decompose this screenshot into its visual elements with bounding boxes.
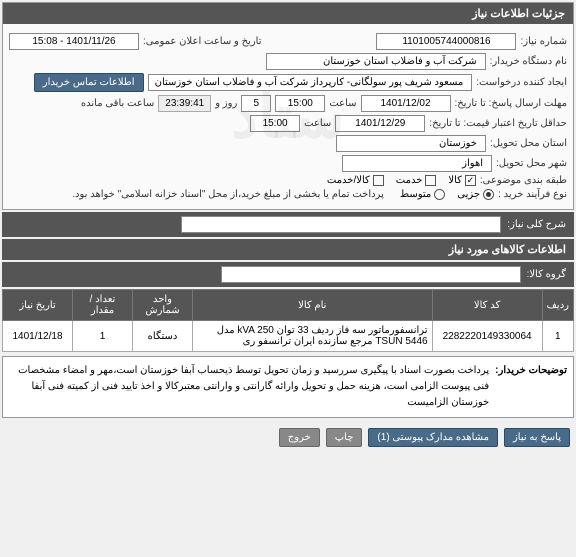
time-label-1: ساعت — [329, 98, 356, 109]
panel-body: ستاد شماره نیاز: 1101005744000816 تاریخ … — [3, 24, 573, 209]
province-field: خوزستان — [336, 135, 486, 152]
city-field: اهواز — [342, 155, 492, 172]
reply-button[interactable]: پاسخ به نیاز — [504, 428, 570, 447]
buy-type-group: جزیی متوسط — [400, 189, 494, 200]
group-label: گروه کالا: — [527, 269, 566, 280]
buyer-field: شرکت آب و فاضلاب استان خوزستان — [266, 53, 486, 70]
bt-partial[interactable]: جزیی — [457, 189, 494, 200]
days-label: روز و — [215, 98, 237, 109]
notes-text: پرداخت بصورت اسناد با پیگیری سررسید و زم… — [9, 363, 489, 411]
city-label: شهر محل تحویل: — [496, 158, 567, 169]
creator-label: ایجاد کننده درخواست: — [476, 77, 567, 88]
deadline-label: مهلت ارسال پاسخ: تا تاریخ: — [455, 98, 567, 109]
price-valid-time: 15:00 — [250, 115, 300, 132]
radio-icon — [483, 189, 494, 200]
summary-row: شرح کلی نیاز: ترانسفورماتور KVA 250 یک د… — [2, 212, 574, 237]
price-valid-label: حداقل تاریخ اعتبار قیمت: تا تاریخ: — [429, 118, 567, 129]
need-no-label: شماره نیاز: — [520, 36, 567, 47]
cat-goods[interactable]: کالا — [448, 175, 476, 186]
cell-unit: دستگاه — [133, 321, 193, 352]
buyer-notes-box: توضیحات خریدار: پرداخت بصورت اسناد با پی… — [2, 356, 574, 418]
need-no-field: 1101005744000816 — [376, 33, 516, 50]
summary-label: شرح کلی نیاز: — [507, 219, 566, 230]
cell-code: 2282220149330064 — [432, 321, 542, 352]
remain-label: ساعت باقی مانده — [81, 98, 154, 109]
buy-type-label: نوع فرآیند خرید : — [498, 189, 567, 200]
th-date: تاریخ نیاز — [3, 290, 73, 321]
announce-label: تاریخ و ساعت اعلان عمومی: — [143, 36, 262, 47]
cell-name: ترانسفورماتور سه فاز ردیف 33 توان kVA 25… — [193, 321, 433, 352]
items-section-title: اطلاعات کالاهای مورد نیاز — [2, 239, 574, 260]
group-row: گروه کالا: آب رسانی؛ مدیریت پسماند، فاضل… — [2, 262, 574, 287]
buyer-label: نام دستگاه خریدار: — [490, 56, 567, 67]
price-valid-date: 1401/12/29 — [335, 115, 425, 132]
th-idx: ردیف — [542, 290, 573, 321]
main-panel: جزئیات اطلاعات نیاز ستاد شماره نیاز: 110… — [2, 2, 574, 210]
notes-label: توضیحات خریدار: — [495, 363, 567, 411]
contact-button[interactable]: اطلاعات تماس خریدار — [34, 73, 144, 92]
th-unit: واحد شمارش — [133, 290, 193, 321]
group-field: آب رسانی؛ مدیریت پسماند، فاضلاب و فعالیت… — [221, 266, 521, 283]
category-label: طبقه بندی موضوعی: — [480, 175, 567, 186]
category-group: کالا خدمت کالا/خدمت — [327, 175, 476, 186]
province-label: استان محل تحویل: — [490, 138, 567, 149]
cell-idx: 1 — [542, 321, 573, 352]
th-name: نام کالا — [193, 290, 433, 321]
close-button[interactable]: خروج — [279, 428, 320, 447]
items-table: ردیف کد کالا نام کالا واحد شمارش تعداد /… — [2, 289, 574, 352]
th-qty: تعداد / مقدار — [73, 290, 133, 321]
bt-medium[interactable]: متوسط — [400, 189, 445, 200]
checkbox-icon — [425, 175, 436, 186]
time-label-2: ساعت — [304, 118, 331, 129]
attachments-button[interactable]: مشاهده مدارک پیوستی (1) — [368, 428, 498, 447]
cat-goods-service[interactable]: کالا/خدمت — [327, 175, 384, 186]
buy-note: پرداخت تمام یا بخشی از مبلغ خرید،از محل … — [72, 189, 384, 200]
table-row[interactable]: 1 2282220149330064 ترانسفورماتور سه فاز … — [3, 321, 574, 352]
countdown-timer: 23:39:41 — [158, 95, 211, 112]
th-code: کد کالا — [432, 290, 542, 321]
cell-date: 1401/12/18 — [3, 321, 73, 352]
announce-field: 1401/11/26 - 15:08 — [9, 33, 139, 50]
print-button[interactable]: چاپ — [326, 428, 363, 447]
cat-service[interactable]: خدمت — [396, 175, 437, 186]
summary-field: ترانسفورماتور KVA 250 یک دستگاه طبق مشخص… — [181, 216, 501, 233]
checkbox-icon — [373, 175, 384, 186]
table-header-row: ردیف کد کالا نام کالا واحد شمارش تعداد /… — [3, 290, 574, 321]
radio-icon — [434, 189, 445, 200]
days-remain: 5 — [241, 95, 271, 112]
deadline-date: 1401/12/02 — [361, 95, 451, 112]
footer-buttons: پاسخ به نیاز مشاهده مدارک پیوستی (1) چاپ… — [0, 422, 576, 453]
creator-field: مسعود شریف پور سولگانی- کارپرداز شرکت آب… — [148, 74, 473, 91]
panel-title: جزئیات اطلاعات نیاز — [3, 3, 573, 24]
cell-qty: 1 — [73, 321, 133, 352]
checkbox-icon — [465, 175, 476, 186]
deadline-time: 15:00 — [275, 95, 325, 112]
